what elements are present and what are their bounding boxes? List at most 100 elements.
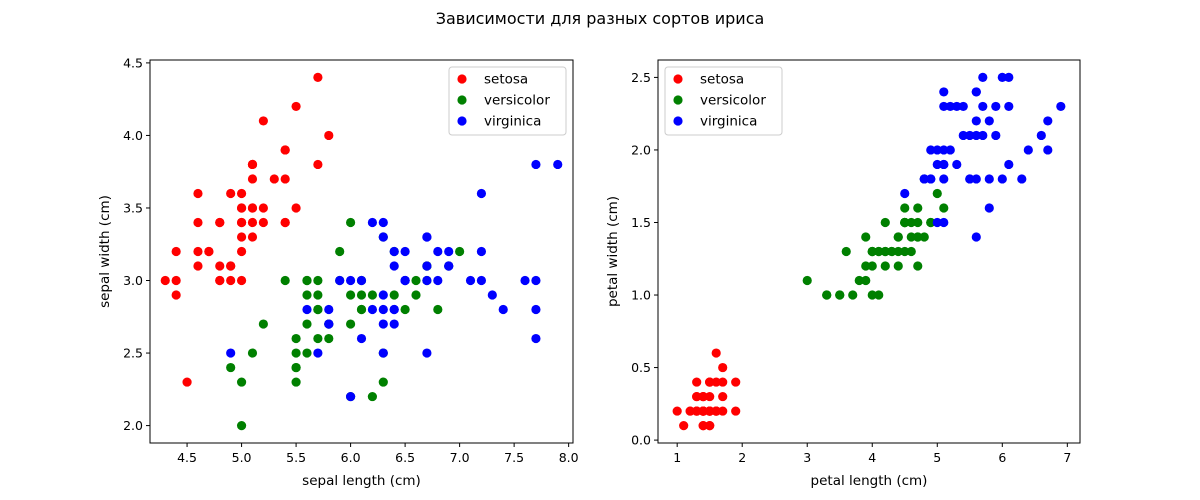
versicolor-point xyxy=(280,275,290,286)
versicolor-point xyxy=(874,246,884,257)
setosa-point xyxy=(171,246,181,257)
virginica-point xyxy=(939,87,949,97)
versicolor-point xyxy=(880,261,890,271)
y-axis-label: sepal width (cm) xyxy=(97,195,113,308)
virginica-point xyxy=(531,333,541,344)
y-tick-label: 2.5 xyxy=(631,70,651,85)
versicolor-point xyxy=(455,246,465,257)
setosa-point xyxy=(160,275,170,286)
setosa-point xyxy=(204,246,214,257)
setosa-point xyxy=(193,217,203,228)
versicolor-point xyxy=(932,188,942,199)
setosa-point xyxy=(171,275,181,286)
virginica-point xyxy=(1023,145,1033,155)
setosa-point xyxy=(692,406,702,416)
x-tick-label: 5 xyxy=(933,450,941,465)
versicolor-point xyxy=(880,217,890,228)
virginica-point xyxy=(965,130,975,141)
versicolor-point xyxy=(867,290,877,300)
virginica-point xyxy=(932,159,942,170)
setosa-point xyxy=(705,391,715,402)
versicolor-point xyxy=(867,261,877,271)
virginica-point xyxy=(939,145,949,155)
versicolor-point xyxy=(880,246,890,257)
y-tick-label: 4.5 xyxy=(123,55,143,70)
x-tick-label: 6.0 xyxy=(341,450,361,465)
virginica-point xyxy=(335,275,345,286)
x-tick-label: 3 xyxy=(803,450,811,465)
legend: setosa versicolor virginica xyxy=(448,66,567,136)
setosa-point xyxy=(226,275,236,286)
y-tick-label: 3.5 xyxy=(123,200,143,215)
virginica-point xyxy=(422,348,432,358)
setosa-point xyxy=(679,420,689,431)
legend-marker-virginica xyxy=(673,116,683,126)
x-tick-label: 6 xyxy=(998,450,1006,465)
setosa-point xyxy=(215,275,225,286)
versicolor-point xyxy=(356,290,367,300)
setosa-point xyxy=(313,159,323,170)
setosa-point xyxy=(280,217,290,228)
y-tick-label: 3.0 xyxy=(123,273,143,288)
setosa-point xyxy=(705,406,715,416)
versicolor-point xyxy=(400,304,410,315)
versicolor-point xyxy=(900,246,910,257)
figure-title: Зависимости для разных сортов ириса xyxy=(436,9,765,28)
versicolor-point xyxy=(236,420,247,431)
virginica-point xyxy=(1043,145,1053,155)
versicolor-point xyxy=(378,377,388,387)
legend-label-versicolor: versicolor xyxy=(484,93,550,109)
series-virginica xyxy=(226,159,563,402)
axes-frame xyxy=(657,59,1081,444)
virginica-point xyxy=(498,304,508,315)
setosa-point xyxy=(193,261,203,271)
x-axis-label: sepal length (cm) xyxy=(302,473,421,489)
setosa-point xyxy=(247,174,258,184)
setosa-point xyxy=(705,420,715,431)
setosa-point xyxy=(182,377,192,387)
virginica-point xyxy=(553,159,563,170)
virginica-point xyxy=(444,261,454,271)
virginica-point xyxy=(356,275,367,286)
virginica-point xyxy=(932,217,942,228)
virginica-point xyxy=(324,304,334,315)
versicolor-point xyxy=(900,217,910,228)
virginica-point xyxy=(1004,159,1014,170)
versicolor-point xyxy=(335,246,345,257)
y-tick-label: 1.5 xyxy=(631,215,651,230)
virginica-point xyxy=(476,188,487,199)
virginica-point xyxy=(367,304,377,315)
virginica-point xyxy=(965,174,975,184)
legend-label-virginica: virginica xyxy=(484,114,541,130)
versicolor-point xyxy=(346,217,356,228)
setosa-point xyxy=(258,217,268,228)
versicolor-point xyxy=(356,304,367,315)
virginica-point xyxy=(378,304,388,315)
legend-label-setosa: setosa xyxy=(700,72,744,88)
virginica-point xyxy=(997,72,1007,83)
petal-scatter-plot: 1 2 3 4 5 6 7 0.0 0.5 1.0 1.5 2.0 2.5 petal length (c… xyxy=(605,59,1081,489)
versicolor-point xyxy=(861,275,871,286)
versicolor-point xyxy=(411,275,421,286)
series-virginica xyxy=(900,72,1066,242)
virginica-point xyxy=(958,101,968,112)
virginica-point xyxy=(919,174,929,184)
versicolor-point xyxy=(247,348,258,358)
setosa-point xyxy=(711,348,721,358)
setosa-point xyxy=(685,406,695,416)
virginica-point xyxy=(389,319,399,329)
x-tick-label: 6.5 xyxy=(395,450,415,465)
setosa-point xyxy=(324,130,334,141)
setosa-point xyxy=(226,261,236,271)
y-tick-label: 0.5 xyxy=(631,360,651,375)
x-tick-label: 1 xyxy=(673,450,681,465)
legend-marker-setosa xyxy=(457,74,467,84)
setosa-point xyxy=(698,420,708,431)
virginica-point xyxy=(978,72,988,83)
versicolor-point xyxy=(236,377,247,387)
virginica-point xyxy=(945,101,955,112)
virginica-point xyxy=(926,174,936,184)
setosa-point xyxy=(711,377,721,387)
setosa-point xyxy=(258,116,268,126)
versicolor-point xyxy=(854,275,864,286)
